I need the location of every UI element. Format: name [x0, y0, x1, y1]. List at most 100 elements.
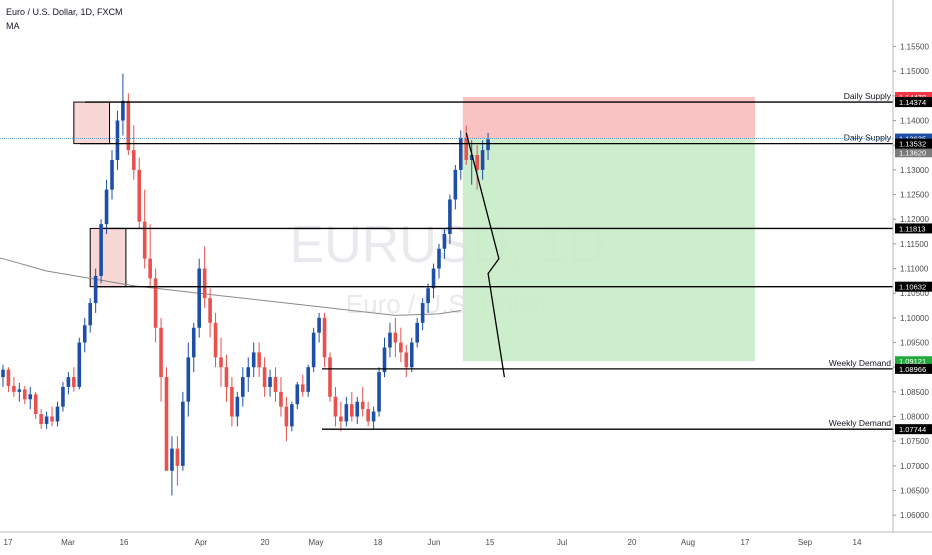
candle-body [360, 401, 365, 410]
candle-78 [426, 283, 430, 313]
candle-body [415, 322, 419, 343]
candle-body [475, 155, 479, 170]
candle-body [366, 409, 370, 422]
candle-19 [104, 179, 109, 234]
candle-body [208, 298, 212, 323]
time-tick-label-11: Aug [681, 538, 695, 547]
candle-31 [170, 436, 174, 496]
price-badge-bg [895, 147, 932, 158]
candle-77 [420, 298, 425, 331]
candle-65 [355, 396, 360, 424]
candle-10 [55, 401, 60, 427]
candle-body [142, 221, 147, 259]
candle-body [420, 303, 425, 323]
price-badge-text: 1.08966 [899, 365, 926, 374]
candle-27 [148, 224, 152, 289]
candle-28 [153, 268, 158, 343]
price-badge-level-4: 1.13532 [895, 138, 932, 149]
candle-29 [159, 317, 163, 402]
chart-header: Euro / U.S. Dollar, 1D, FXCM MA [6, 5, 123, 33]
candle-body [382, 347, 387, 373]
candle-body [241, 377, 245, 397]
candle-body [153, 278, 158, 328]
candles [1, 73, 490, 496]
candle-body [137, 169, 142, 222]
candle-49 [268, 369, 272, 397]
candle-body [322, 317, 327, 358]
candle-body [404, 352, 409, 368]
candle-body [61, 386, 65, 407]
candle-61 [333, 386, 338, 427]
time-axis-bg [0, 532, 932, 550]
candle-38 [208, 288, 212, 338]
time-axis[interactable]: 17 Mar 16 Apr 20 May 18 Jun 15 Jul 20 Aug 17 Sep 14 [0, 531, 932, 550]
candle-35 [191, 322, 196, 373]
level-label-1: Daily Supply [844, 133, 892, 143]
candle-body [175, 448, 180, 466]
price-axis-bg [893, 0, 932, 550]
candle-body [284, 406, 289, 427]
candle-body [33, 394, 38, 415]
candle-76 [415, 317, 419, 348]
candle-30 [164, 367, 169, 471]
price-tick-label-17: 1.07000 [900, 462, 929, 471]
candle-73 [399, 327, 403, 363]
ma-line [0, 257, 461, 316]
candle-body [388, 332, 392, 348]
candle-40 [219, 337, 223, 387]
candle-body [44, 416, 49, 424]
candle-85 [464, 125, 469, 165]
price-badge-bg [895, 133, 932, 144]
candle-4 [23, 385, 27, 405]
price-badge-level-9: 1.07744 [895, 424, 932, 435]
candle-48 [262, 357, 267, 397]
price-tick-label-16: 1.07500 [900, 437, 929, 446]
candle-body [464, 137, 469, 160]
candle-body [317, 317, 321, 333]
candle-14 [77, 337, 82, 390]
stop-loss-zone [462, 96, 755, 140]
time-tick-label-1: Mar [61, 538, 75, 547]
candle-body [1, 369, 5, 378]
price-axis[interactable]: 1.155001.150001.145001.140001.135001.130… [892, 0, 932, 550]
price-badge-level-6: 1.10632 [895, 281, 932, 292]
price-badge-text: 1.13532 [899, 140, 926, 149]
candle-17 [93, 268, 98, 313]
price-tick-label-19: 1.06000 [900, 511, 929, 520]
candle-body [377, 372, 381, 412]
price-badge-bg [895, 97, 932, 108]
candle-74 [404, 345, 409, 378]
position-zones [462, 96, 755, 362]
symbol-title: Euro / U.S. Dollar, 1D, FXCM [6, 7, 123, 17]
candle-body [344, 404, 349, 422]
candle-50 [273, 367, 278, 402]
price-tick-label-7: 1.12000 [900, 215, 929, 224]
candle-body [486, 139, 490, 151]
candle-body [251, 352, 256, 368]
candle-1 [6, 367, 11, 392]
candle-86 [469, 140, 474, 185]
candle-body [453, 169, 458, 200]
candle-body [279, 391, 283, 407]
time-tick-label-10: 20 [628, 538, 637, 547]
candle-7 [39, 409, 43, 429]
candle-body [350, 404, 354, 417]
candle-body [55, 406, 60, 422]
candle-body [306, 367, 310, 392]
candle-57 [311, 327, 316, 373]
candle-0 [1, 364, 5, 387]
price-badge-text: 1.10632 [899, 283, 926, 292]
candle-body [12, 385, 16, 392]
candle-body [82, 325, 87, 343]
candle-body [72, 377, 76, 387]
candle-45 [246, 357, 251, 392]
candle-body [66, 377, 71, 387]
price-badge-text: 1.07744 [899, 425, 926, 434]
price-badge-bg [895, 223, 932, 234]
price-badge-bg [895, 138, 932, 149]
candle-body [110, 160, 114, 190]
candle-21 [115, 110, 120, 170]
candle-23 [126, 93, 131, 156]
